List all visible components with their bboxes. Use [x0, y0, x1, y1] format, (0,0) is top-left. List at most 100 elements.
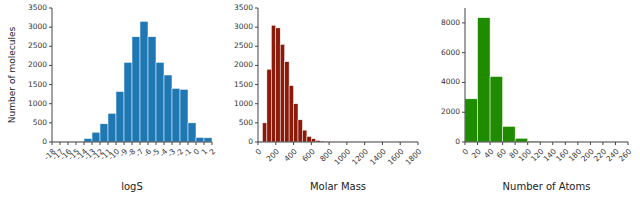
- x-tick: [116, 142, 117, 145]
- y-tick: [462, 22, 465, 23]
- histogram-bar: [132, 37, 140, 142]
- x-tick-label: 1600: [386, 147, 406, 167]
- x-tick: [346, 142, 347, 145]
- x-axis-label: Molar Mass: [310, 181, 366, 192]
- y-tick-label: 500: [239, 118, 254, 127]
- histogram-bar: [503, 126, 516, 142]
- x-tick-label: 2: [208, 147, 218, 157]
- y-axis-line: [465, 8, 466, 142]
- histogram-bar: [188, 123, 196, 142]
- histogram-bar: [267, 69, 271, 142]
- x-tick: [84, 142, 85, 145]
- y-tick-label: 2000: [28, 60, 47, 69]
- x-tick: [364, 142, 365, 145]
- histogram-bar: [262, 123, 266, 142]
- y-tick-label: 2500: [234, 41, 253, 50]
- y-tick-label: 1500: [28, 80, 47, 89]
- y-tick: [255, 142, 258, 143]
- y-axis-line: [258, 8, 259, 142]
- y-tick-label: 2000: [441, 107, 460, 116]
- histogram-bar: [156, 62, 164, 142]
- y-tick: [462, 142, 465, 143]
- x-tick: [400, 142, 401, 145]
- y-tick-label: 3000: [234, 22, 253, 31]
- x-tick: [100, 142, 101, 145]
- x-tick: [212, 142, 213, 145]
- y-tick-label: 8000: [441, 18, 460, 27]
- x-tick: [502, 142, 503, 145]
- x-tick: [188, 142, 189, 145]
- x-tick: [164, 142, 165, 145]
- histogram-bar: [515, 138, 528, 142]
- bars: [258, 25, 418, 142]
- x-tick: [76, 142, 77, 145]
- x-tick-label: 400: [282, 147, 299, 164]
- y-tick: [255, 122, 258, 123]
- y-tick: [255, 103, 258, 104]
- y-tick-label: 2000: [234, 60, 253, 69]
- y-tick: [255, 8, 258, 9]
- y-tick-label: 1000: [234, 99, 253, 108]
- x-tick: [148, 142, 149, 145]
- x-tick: [577, 142, 578, 145]
- bars: [465, 18, 628, 142]
- x-axis-label: logS: [121, 181, 143, 192]
- histogram-bar: [196, 137, 204, 142]
- x-tick: [527, 142, 528, 145]
- x-tick: [552, 142, 553, 145]
- histogram-bar: [289, 86, 293, 142]
- histogram-bar: [108, 113, 116, 142]
- y-tick-label: 500: [33, 118, 48, 127]
- subplot: -18-17-16-15-14-13-12-11-10-9-8-7-6-5-4-…: [7, 3, 218, 192]
- histogram-bar: [204, 138, 212, 142]
- x-tick: [565, 142, 566, 145]
- y-tick: [49, 65, 52, 66]
- y-tick: [49, 103, 52, 104]
- histogram-bar: [180, 89, 188, 142]
- y-tick: [49, 122, 52, 123]
- histogram-bar: [298, 120, 302, 142]
- x-tick: [590, 142, 591, 145]
- x-tick: [60, 142, 61, 145]
- y-tick: [255, 27, 258, 28]
- x-axis-label: Number of Atoms: [503, 181, 591, 192]
- histogram-bar: [172, 88, 180, 142]
- x-tick-label: -1: [182, 147, 194, 159]
- histogram-bar: [116, 91, 124, 142]
- histogram-bar: [490, 76, 503, 142]
- y-tick: [49, 46, 52, 47]
- x-tick: [132, 142, 133, 145]
- y-tick-label: 4000: [441, 77, 460, 86]
- y-tick: [255, 84, 258, 85]
- chart-container: -18-17-16-15-14-13-12-11-10-9-8-7-6-5-4-…: [0, 0, 640, 200]
- x-axis-line: [258, 142, 418, 143]
- x-tick-label: 20: [470, 147, 483, 160]
- y-tick: [255, 46, 258, 47]
- x-tick: [275, 142, 276, 145]
- x-tick: [477, 142, 478, 145]
- x-tick: [180, 142, 181, 145]
- y-tick: [462, 112, 465, 113]
- x-tick-label: 1400: [368, 147, 388, 167]
- histogram-bar: [302, 130, 306, 142]
- y-tick-label: 0: [455, 137, 460, 146]
- x-tick: [602, 142, 603, 145]
- histogram-bar: [465, 99, 478, 142]
- x-tick-label: 200: [265, 147, 282, 164]
- histogram-bar: [164, 75, 172, 142]
- histogram-bar: [271, 25, 275, 142]
- chart-svg: -18-17-16-15-14-13-12-11-10-9-8-7-6-5-4-…: [0, 0, 640, 200]
- y-tick-label: 1000: [28, 99, 47, 108]
- histogram-bar: [124, 62, 132, 142]
- x-tick: [196, 142, 197, 145]
- subplot: 0204060801001201401601802002202402600200…: [441, 8, 634, 192]
- y-tick: [49, 142, 52, 143]
- y-tick-label: 3000: [28, 22, 47, 31]
- y-tick-label: 0: [42, 137, 47, 146]
- y-tick-label: 1500: [234, 80, 253, 89]
- histogram-bar: [276, 28, 280, 142]
- histogram-bar: [307, 136, 311, 142]
- y-tick-label: 3500: [28, 3, 47, 12]
- y-tick: [49, 8, 52, 9]
- y-tick-label: 0: [248, 137, 253, 146]
